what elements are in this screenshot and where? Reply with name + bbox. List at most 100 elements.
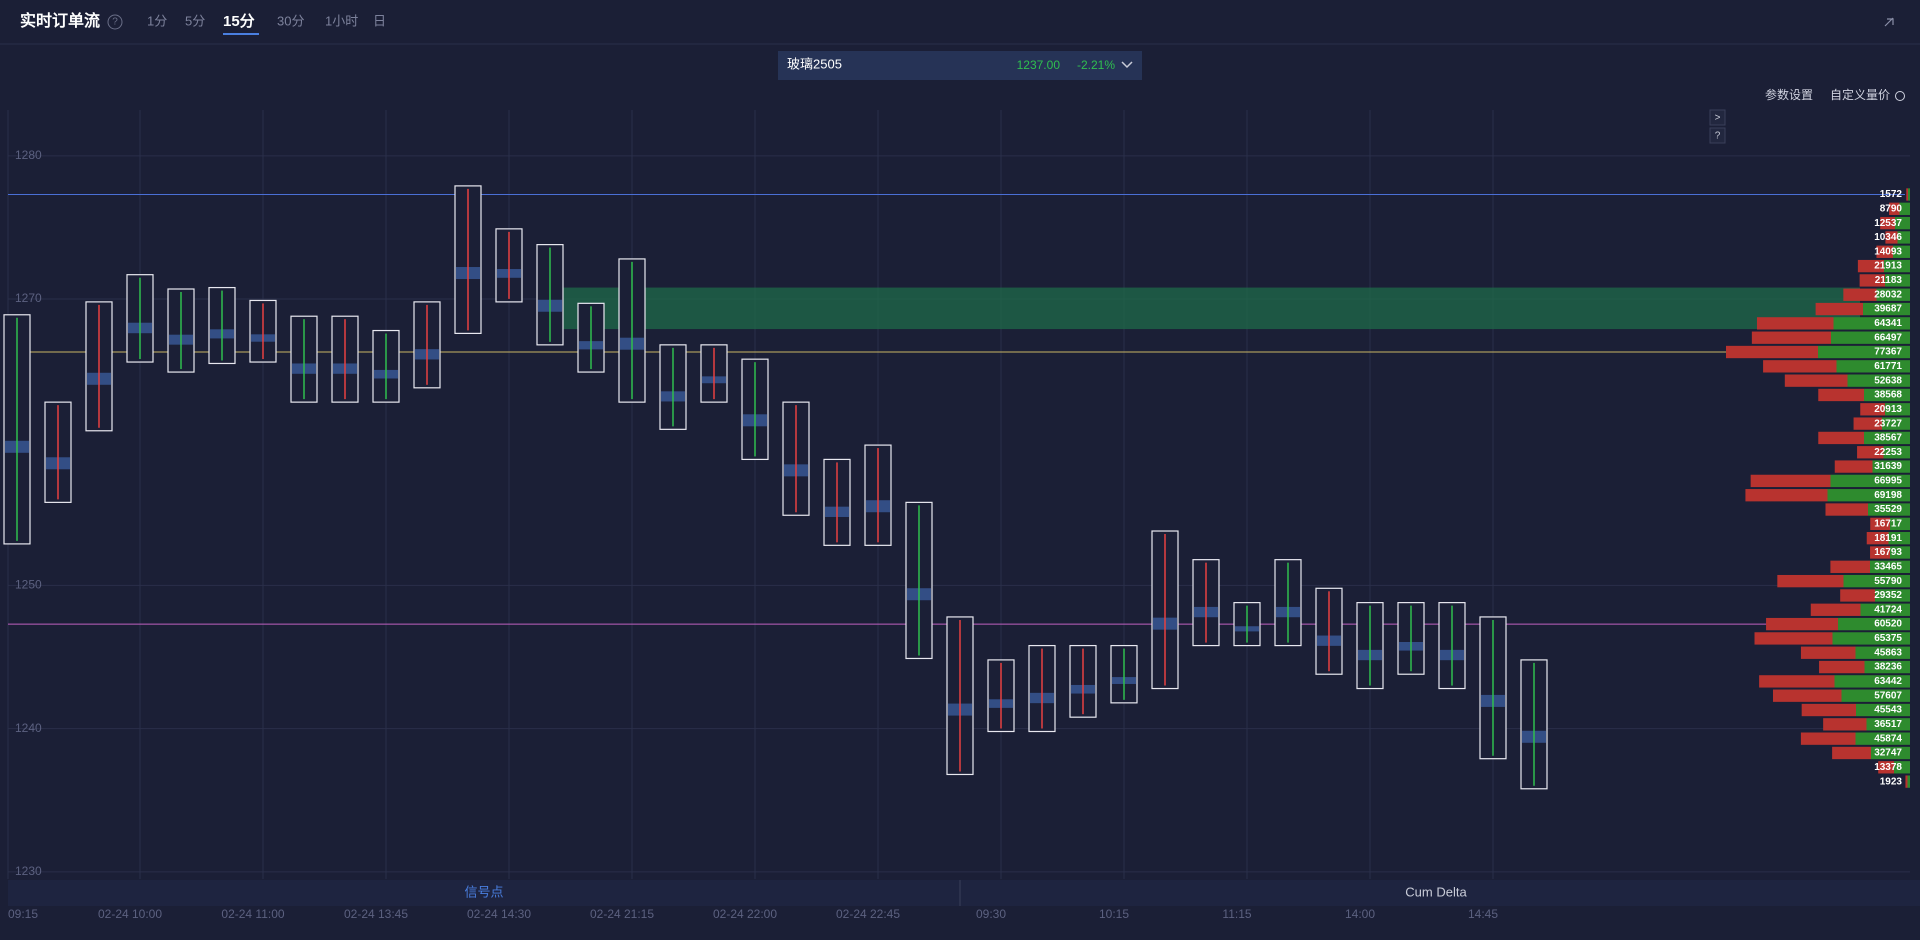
profile-bar xyxy=(1766,617,1910,631)
help-button-text[interactable]: ? xyxy=(1715,131,1721,142)
profile-label: 8790 xyxy=(1880,203,1903,214)
profile-label: 45863 xyxy=(1874,647,1902,658)
profile-label: 45543 xyxy=(1874,705,1902,716)
profile-bar xyxy=(1759,675,1910,688)
instrument-box[interactable] xyxy=(778,51,1142,80)
profile-bar xyxy=(1801,703,1910,717)
profile-bar xyxy=(1823,718,1910,731)
profile-label: 38567 xyxy=(1874,433,1902,444)
profile-label: 10346 xyxy=(1874,232,1902,243)
profile-label: 52638 xyxy=(1874,375,1902,386)
tab[interactable]: 30分 xyxy=(277,13,304,28)
profile-label: 18191 xyxy=(1874,533,1902,544)
profile-bar xyxy=(1815,302,1910,316)
profile-bar xyxy=(1830,560,1910,573)
x-tick-label: 02-24 13:45 xyxy=(344,907,408,921)
profile-bar xyxy=(1905,775,1910,788)
x-tick-label: 09:15 xyxy=(8,907,38,921)
profile-bar xyxy=(1800,732,1910,745)
profile-label: 41724 xyxy=(1874,604,1902,615)
x-tick-label: 09:30 xyxy=(976,907,1006,921)
profile-label: 66497 xyxy=(1874,332,1902,343)
profile-bar xyxy=(1745,489,1910,502)
x-tick-label: 10:15 xyxy=(1099,907,1129,921)
profile-bar xyxy=(1756,317,1910,330)
collapse-icon[interactable] xyxy=(1884,17,1894,27)
profile-bar xyxy=(1878,761,1910,774)
custom-link[interactable]: 自定义量价 xyxy=(1830,87,1890,102)
settings-link[interactable]: 参数设置 xyxy=(1765,87,1813,102)
app-title: 实时订单流 xyxy=(20,11,100,30)
profile-bar xyxy=(1889,202,1910,215)
profile-bar xyxy=(1857,446,1910,459)
profile-bar xyxy=(1834,460,1910,473)
dropdown-arrow[interactable] xyxy=(1121,61,1133,69)
profile-bar xyxy=(1885,231,1910,244)
y-tick-label: 1230 xyxy=(15,864,42,878)
custom-icon xyxy=(1895,91,1905,101)
profile-label: 69198 xyxy=(1874,490,1902,501)
profile-label: 33465 xyxy=(1874,561,1902,572)
profile-label: 38568 xyxy=(1874,390,1902,401)
profile-label: 55790 xyxy=(1874,576,1902,587)
profile-bar xyxy=(1754,632,1910,645)
expand-button-text[interactable]: > xyxy=(1715,113,1721,124)
profile-label: 20913 xyxy=(1874,404,1902,415)
profile-bar xyxy=(1906,188,1910,201)
profile-bar xyxy=(1866,532,1910,545)
profile-bar xyxy=(1859,274,1910,287)
profile-label: 32747 xyxy=(1874,748,1902,759)
profile-bar xyxy=(1870,546,1910,559)
profile-bar xyxy=(1870,517,1910,531)
profile-label: 28032 xyxy=(1874,289,1902,300)
y-tick-label: 1240 xyxy=(15,721,42,735)
profile-label: 39687 xyxy=(1874,304,1902,315)
tab[interactable]: 15分 xyxy=(223,13,255,30)
profile-bar xyxy=(1800,646,1910,659)
panel-tab[interactable]: 信号点 xyxy=(464,884,503,899)
profile-bar xyxy=(1819,660,1910,674)
x-tick-label: 02-24 14:30 xyxy=(467,907,531,921)
x-tick-label: 11:15 xyxy=(1222,907,1251,921)
help-button[interactable] xyxy=(1709,127,1726,144)
profile-label: 12537 xyxy=(1874,218,1902,229)
profile-bar xyxy=(1843,288,1910,301)
profile-label: 29352 xyxy=(1874,590,1902,601)
profile-label: 64341 xyxy=(1874,318,1902,329)
profile-label: 57607 xyxy=(1874,690,1902,701)
tab-underline xyxy=(223,33,259,35)
panel-tab[interactable]: Cum Delta xyxy=(1405,884,1467,899)
expand-button[interactable] xyxy=(1709,109,1726,126)
profile-bar xyxy=(1772,689,1910,702)
profile-bar xyxy=(1763,360,1910,373)
tab[interactable]: 1分 xyxy=(147,13,167,28)
profile-label: 31639 xyxy=(1874,461,1902,472)
profile-label: 23727 xyxy=(1874,418,1902,429)
profile-label: 21913 xyxy=(1874,261,1902,272)
x-tick-label: 02-24 21:15 xyxy=(590,907,654,921)
profile-label: 65375 xyxy=(1874,633,1902,644)
y-tick-label: 1250 xyxy=(15,578,42,592)
help-text[interactable]: ? xyxy=(112,17,118,28)
x-tick-label: 02-24 22:45 xyxy=(836,907,900,921)
profile-label: 61771 xyxy=(1874,361,1902,372)
profile-label: 77367 xyxy=(1874,347,1902,358)
tab[interactable]: 1小时 xyxy=(325,13,358,28)
profile-bar xyxy=(1860,403,1910,416)
tab[interactable]: 5分 xyxy=(185,13,205,28)
x-tick-label: 02-24 11:00 xyxy=(221,907,284,921)
profile-bar xyxy=(1818,388,1910,402)
profile-label: 38236 xyxy=(1874,662,1902,673)
plot: 1230 1240 1250 1270 1280 09:15 02-24 10:00 02-2… xyxy=(3,110,1910,921)
x-tick-label: 14:45 xyxy=(1468,907,1498,921)
profile-label: 16793 xyxy=(1874,547,1902,558)
profile-label: 66995 xyxy=(1874,476,1902,487)
instrument-change: -2.21% xyxy=(1077,58,1115,72)
profile-bar xyxy=(1840,589,1910,602)
help-icon[interactable] xyxy=(107,14,123,30)
profile-bar xyxy=(1726,345,1910,359)
tab[interactable]: 日 xyxy=(373,13,386,28)
profile-bar xyxy=(1825,503,1910,516)
